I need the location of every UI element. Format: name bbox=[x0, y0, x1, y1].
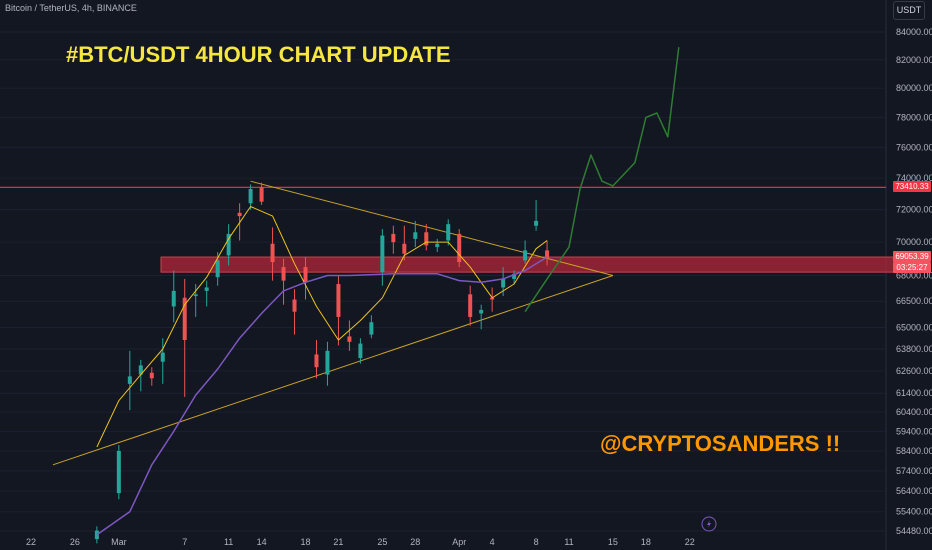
y-tick-label: 74000.00 bbox=[896, 173, 932, 183]
lightning-icon[interactable] bbox=[701, 516, 717, 532]
candle bbox=[413, 220, 418, 248]
y-tick-label: 66500.00 bbox=[896, 296, 932, 306]
x-tick-label: 28 bbox=[410, 537, 420, 547]
candle bbox=[292, 289, 297, 335]
candle bbox=[314, 340, 319, 379]
chart-annotation-title: #BTC/USDT 4HOUR CHART UPDATE bbox=[66, 42, 451, 67]
candle bbox=[336, 275, 341, 346]
y-tick-label: 58400.00 bbox=[896, 446, 932, 456]
y-tick-label: 54480.00 bbox=[896, 526, 932, 536]
candle bbox=[127, 350, 132, 411]
candle bbox=[270, 227, 275, 281]
y-tick-label: 59400.00 bbox=[896, 426, 932, 436]
x-tick-label: 22 bbox=[685, 537, 695, 547]
resistance-price-label: 73410.33 bbox=[893, 181, 931, 192]
x-tick-label: Apr bbox=[452, 537, 466, 547]
candle bbox=[468, 285, 473, 326]
candle bbox=[248, 184, 253, 210]
y-tick-label: 57400.00 bbox=[896, 466, 932, 476]
author-handle-annotation: @CRYPTOSANDERS !! bbox=[600, 431, 841, 456]
x-tick-label: 11 bbox=[224, 537, 233, 547]
candle bbox=[380, 229, 385, 286]
currency-button[interactable]: USDT bbox=[893, 1, 925, 20]
candle bbox=[303, 257, 308, 300]
candle bbox=[116, 445, 121, 500]
y-tick-label: 78000.00 bbox=[896, 112, 932, 122]
candle bbox=[347, 320, 352, 351]
candle bbox=[204, 280, 209, 307]
y-tick-label: 65000.00 bbox=[896, 323, 932, 333]
slow-moving-average-line bbox=[96, 256, 548, 536]
candle bbox=[259, 182, 264, 205]
candle bbox=[138, 359, 143, 392]
x-tick-label: 4 bbox=[490, 537, 495, 547]
candle bbox=[512, 270, 517, 285]
x-tick-label: 21 bbox=[333, 537, 343, 547]
x-tick-label: 15 bbox=[608, 537, 618, 547]
symbol-label: Bitcoin / TetherUS, 4h, BINANCE bbox=[5, 3, 137, 13]
candle bbox=[182, 278, 187, 397]
trendline-ascending-support[interactable] bbox=[52, 275, 614, 466]
current-price-label: 69053.39 bbox=[893, 251, 931, 262]
x-tick-label: 14 bbox=[257, 537, 267, 547]
candle bbox=[193, 284, 198, 317]
candle bbox=[369, 315, 374, 339]
candle-countdown-label: 03:25:27 bbox=[893, 262, 931, 273]
candle bbox=[446, 219, 451, 246]
candle bbox=[479, 304, 484, 330]
x-tick-label: 22 bbox=[26, 537, 36, 547]
x-tick-label: Mar bbox=[111, 537, 127, 547]
x-tick-label: 8 bbox=[534, 537, 539, 547]
candle bbox=[149, 367, 154, 386]
x-tick-label: 7 bbox=[182, 537, 187, 547]
candle bbox=[424, 224, 429, 251]
candle bbox=[523, 240, 528, 264]
y-tick-label: 76000.00 bbox=[896, 142, 932, 152]
x-tick-label: 11 bbox=[564, 537, 573, 547]
candle bbox=[160, 338, 165, 384]
y-tick-label: 82000.00 bbox=[896, 55, 932, 65]
candle bbox=[534, 200, 539, 231]
candle bbox=[457, 229, 462, 268]
candle bbox=[391, 225, 396, 254]
y-tick-label: 61400.00 bbox=[896, 388, 932, 398]
candle bbox=[545, 240, 550, 266]
y-tick-label: 68000.00 bbox=[896, 271, 932, 281]
x-tick-label: 25 bbox=[377, 537, 387, 547]
y-tick-label: 72000.00 bbox=[896, 205, 932, 215]
y-tick-label: 56400.00 bbox=[896, 486, 932, 496]
y-tick-label: 55400.00 bbox=[896, 507, 932, 517]
y-tick-label: 84000.00 bbox=[896, 27, 932, 37]
candle bbox=[94, 526, 99, 544]
candle bbox=[226, 224, 231, 266]
candle bbox=[281, 258, 286, 305]
candle bbox=[358, 338, 363, 364]
trendline-descending-resistance[interactable] bbox=[250, 180, 614, 277]
y-tick-label: 70000.00 bbox=[896, 237, 932, 247]
candle bbox=[490, 287, 495, 312]
x-tick-label: 18 bbox=[300, 537, 310, 547]
x-tick-label: 26 bbox=[70, 537, 80, 547]
y-tick-label: 63800.00 bbox=[896, 344, 932, 354]
x-tick-label: 18 bbox=[641, 537, 651, 547]
candle bbox=[171, 270, 176, 323]
y-tick-label: 80000.00 bbox=[896, 83, 932, 93]
candle bbox=[325, 341, 330, 386]
y-tick-label: 60400.00 bbox=[896, 407, 932, 417]
y-tick-label: 62600.00 bbox=[896, 366, 932, 376]
candle bbox=[402, 225, 407, 261]
projection-path-line bbox=[524, 47, 680, 313]
candle bbox=[435, 238, 440, 253]
